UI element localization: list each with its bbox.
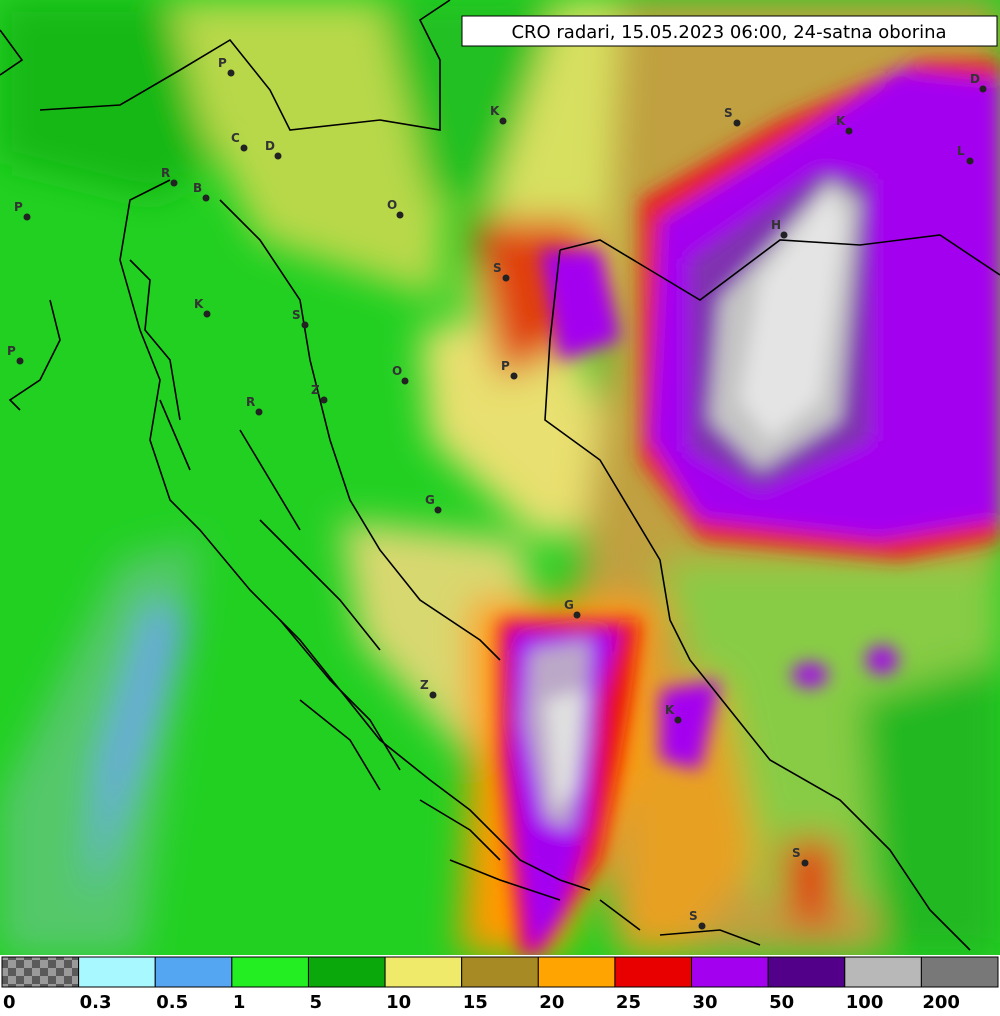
place-label: R [246, 395, 255, 409]
legend-swatch [537, 956, 616, 988]
place-dot [255, 408, 263, 416]
place-dot [499, 117, 507, 125]
legend-label: 15 [463, 992, 488, 1013]
place-label: S [493, 261, 502, 275]
place-dot [401, 377, 409, 385]
legend-label: 25 [616, 992, 641, 1013]
place-dot [274, 152, 282, 160]
place-dot [301, 321, 309, 329]
borders [0, 0, 1000, 951]
legend-label: 200 [922, 992, 960, 1013]
legend-swatch [307, 956, 386, 988]
place-dot [240, 144, 248, 152]
legend-label: 0 [3, 992, 16, 1013]
legend: 0 0.3 0.5 1 5 10 15 20 25 30 50 100 200 [1, 956, 999, 1013]
place-dot [979, 85, 987, 93]
place-label: O [387, 198, 397, 212]
place-label: Z [420, 678, 429, 692]
place-label: K [665, 703, 675, 717]
place-label: C [231, 131, 240, 145]
legend-swatch [461, 956, 539, 988]
place-dot [227, 69, 235, 77]
legend-swatch [920, 956, 999, 988]
place-dot [502, 274, 510, 282]
place-dot [966, 157, 974, 165]
title-box [461, 15, 998, 47]
legend-swatch [231, 956, 309, 988]
place-dot [510, 372, 518, 380]
map-title: CRO radari, 15.05.2023 06:00, 24-satna o… [511, 22, 946, 43]
place-label: P [14, 200, 23, 214]
legend-swatch [844, 956, 922, 988]
place-label: K [836, 114, 846, 128]
place-label: D [970, 72, 980, 86]
legend-swatch [1, 956, 80, 988]
place-dot [573, 611, 581, 619]
place-label: P [7, 344, 16, 358]
legend-label: 100 [846, 992, 884, 1013]
place-label: B [193, 181, 202, 195]
place-label: L [957, 144, 965, 158]
place-label: P [218, 56, 227, 70]
legend-swatch [154, 956, 233, 988]
place-dot [801, 859, 809, 867]
place-label: S [689, 909, 698, 923]
place-label: R [161, 166, 170, 180]
place-dot [203, 310, 211, 318]
legend-label: 10 [386, 992, 411, 1013]
legend-swatch [767, 956, 846, 988]
legend-label: 5 [309, 992, 322, 1013]
legend-label: 0.5 [156, 992, 188, 1013]
place-dot [16, 357, 24, 365]
place-label: K [490, 104, 500, 118]
place-label: S [792, 846, 801, 860]
place-dot [23, 213, 31, 221]
place-label: G [564, 598, 574, 612]
place-dot [202, 194, 210, 202]
place-dot [698, 922, 706, 930]
place-dot [780, 231, 788, 239]
precipitation-field [0, 0, 1000, 955]
legend-swatch [78, 956, 156, 988]
place-dot [396, 211, 404, 219]
place-label: S [724, 106, 733, 120]
place-label: S [292, 308, 301, 322]
place-markers: P C D K S K D L R B P O H S K S P O P Z R G G Z K S S [7, 56, 987, 930]
legend-label: 30 [693, 992, 718, 1013]
place-dot [845, 127, 853, 135]
place-label: H [771, 218, 781, 232]
place-dot [429, 691, 437, 699]
place-label: D [265, 139, 275, 153]
place-dot [320, 396, 328, 404]
legend-swatch [384, 956, 463, 988]
place-dot [434, 506, 442, 514]
place-label: P [501, 359, 510, 373]
place-label: Z [311, 383, 320, 397]
legend-label: 50 [769, 992, 794, 1013]
place-label: K [194, 297, 204, 311]
legend-swatch [614, 956, 693, 988]
place-label: O [392, 364, 402, 378]
legend-swatch [691, 956, 769, 988]
legend-label: 0.3 [80, 992, 112, 1013]
place-dot [674, 716, 682, 724]
place-dot [170, 179, 178, 187]
place-dot [733, 119, 741, 127]
place-label: G [425, 493, 435, 507]
legend-label: 1 [233, 992, 246, 1013]
legend-label: 20 [539, 992, 564, 1013]
